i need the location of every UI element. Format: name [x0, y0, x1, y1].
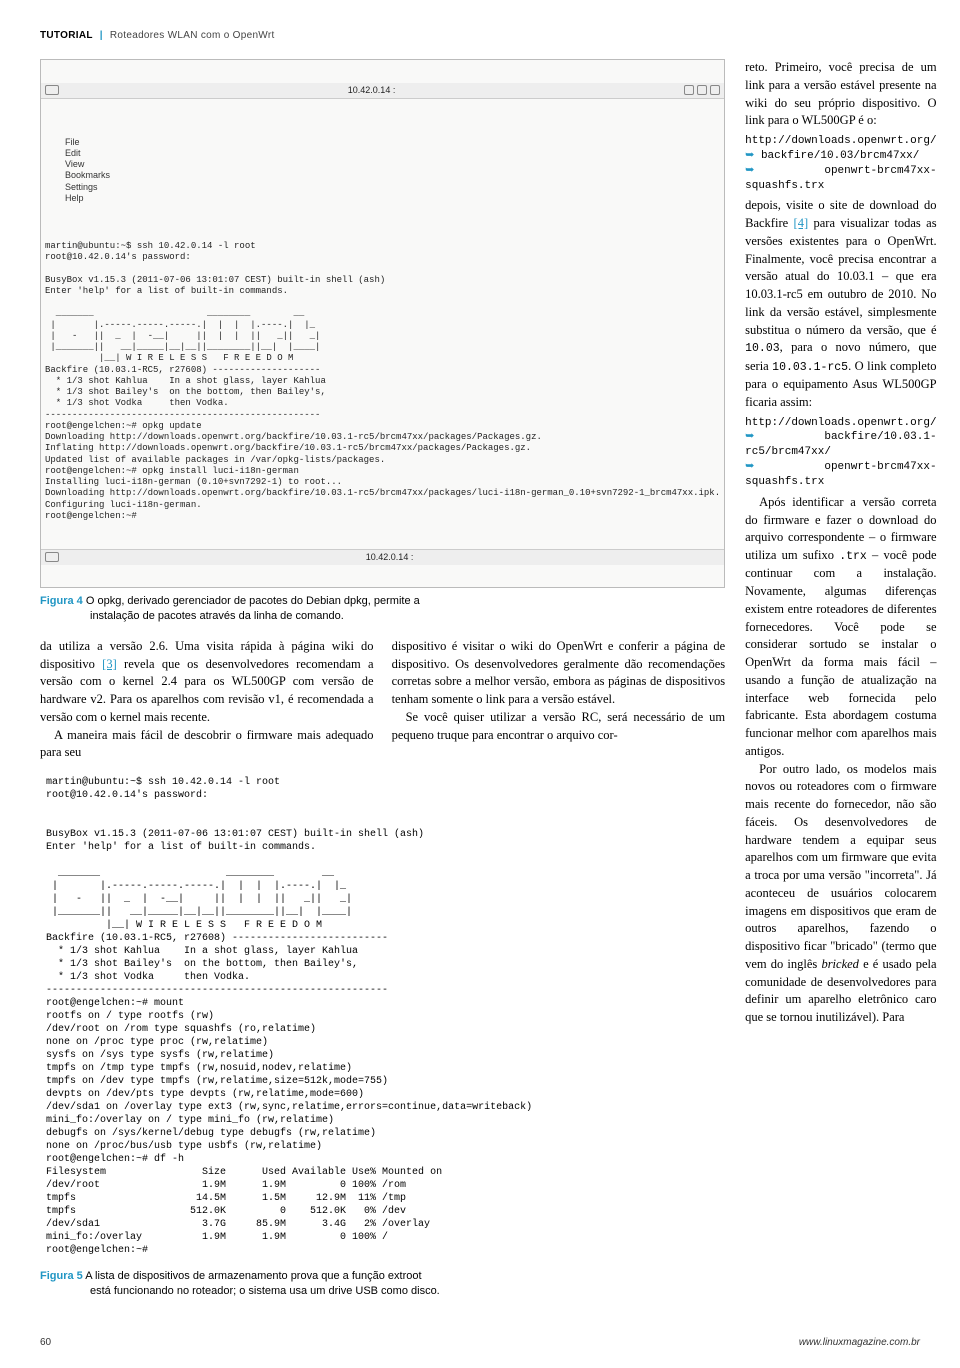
right-p3b: – você pode continuar com a instalação. … — [745, 548, 936, 758]
header-separator: | — [100, 30, 103, 41]
figure-5-caption-line2: está funcionando no roteador; o sistema … — [40, 1284, 725, 1299]
continuation-arrow-icon: ➥ — [745, 431, 754, 443]
menu-bookmarks: Bookmarks — [65, 170, 110, 180]
figure-5-caption-line1: A lista de dispositivos de armazenamento… — [85, 1270, 421, 1282]
figure-4-terminal-window: 10.42.0.14 : File Edit View Bookmarks Se… — [40, 59, 725, 588]
menu-edit: Edit — [65, 148, 81, 158]
right-p1: reto. Primeiro, você precisa de um link … — [745, 60, 936, 127]
ref-3-link[interactable]: [3] — [102, 657, 117, 671]
header-title: Roteadores WLAN com o OpenWrt — [110, 30, 275, 41]
page-number: 60 — [40, 1337, 51, 1348]
header-section: TUTORIAL — [40, 30, 93, 41]
right-p4a: Por outro lado, os modelos mais novos ou… — [745, 762, 936, 971]
page-footer: 60 www.linuxmagazine.com.br — [40, 1337, 920, 1348]
left-body-columns: da utiliza a versão 2.6. Uma visita rápi… — [40, 638, 725, 762]
code-block-1: http://downloads.openwrt.org/ ➥ backfire… — [745, 134, 936, 193]
continuation-arrow-icon: ➥ — [745, 165, 754, 177]
statusbar-text: 10.42.0.14 : — [366, 552, 414, 563]
inline-code-version1: 10.03 — [745, 342, 780, 355]
continuation-arrow-icon: ➥ — [745, 150, 754, 162]
continuation-arrow-icon: ➥ — [745, 461, 754, 473]
menu-help: Help — [65, 193, 84, 203]
menu-view: View — [65, 159, 84, 169]
figure-4-caption-line1: O opkg, derivado gerenciador de pacotes … — [86, 595, 420, 607]
footer-url: www.linuxmagazine.com.br — [799, 1337, 920, 1348]
figure-5-caption: Figura 5 A lista de dispositivos de arma… — [40, 1269, 725, 1299]
figure-5-label: Figura 5 — [40, 1270, 83, 1282]
inline-code-trx: .trx — [839, 550, 867, 563]
left-p3: dispositivo é visitar o wiki do OpenWrt … — [392, 639, 726, 706]
code-block-2: http://downloads.openwrt.org/ ➥ backfire… — [745, 416, 936, 490]
page-header: TUTORIAL | Roteadores WLAN com o OpenWrt — [40, 30, 920, 41]
right-column: reto. Primeiro, você precisa de um link … — [745, 59, 936, 1313]
menu-settings: Settings — [65, 182, 98, 192]
figure-4-caption: Figura 4 O opkg, derivado gerenciador de… — [40, 594, 725, 624]
left-p4: Se você quiser utilizar a versão RC, ser… — [392, 710, 726, 742]
figure-4-caption-line2: instalação de pacotes através da linha d… — [40, 609, 725, 624]
right-p2b: para visualizar todas as versões existen… — [745, 216, 936, 337]
italic-bricked: bricked — [821, 957, 858, 971]
window-statusbar: 10.42.0.14 : — [41, 549, 724, 565]
window-titlebar: 10.42.0.14 : — [41, 83, 724, 99]
menu-file: File — [65, 137, 80, 147]
inline-code-version2: 10.03.1-rc5 — [772, 361, 848, 374]
left-p2: A maneira mais fácil de descobrir o firm… — [40, 728, 374, 760]
terminal-output: martin@ubuntu:~$ ssh 10.42.0.14 -l root … — [45, 241, 720, 522]
figure-4-label: Figura 4 — [40, 595, 83, 607]
maximize-icon — [697, 85, 707, 95]
ref-4-link[interactable]: [4] — [794, 216, 809, 230]
figure-5-terminal-output: martin@ubuntu:~$ ssh 10.42.0.14 -l root … — [40, 770, 725, 1263]
window-title: 10.42.0.14 : — [348, 85, 396, 96]
window-menubar: File Edit View Bookmarks Settings Help — [45, 125, 720, 215]
close-icon — [710, 85, 720, 95]
minimize-icon — [684, 85, 694, 95]
